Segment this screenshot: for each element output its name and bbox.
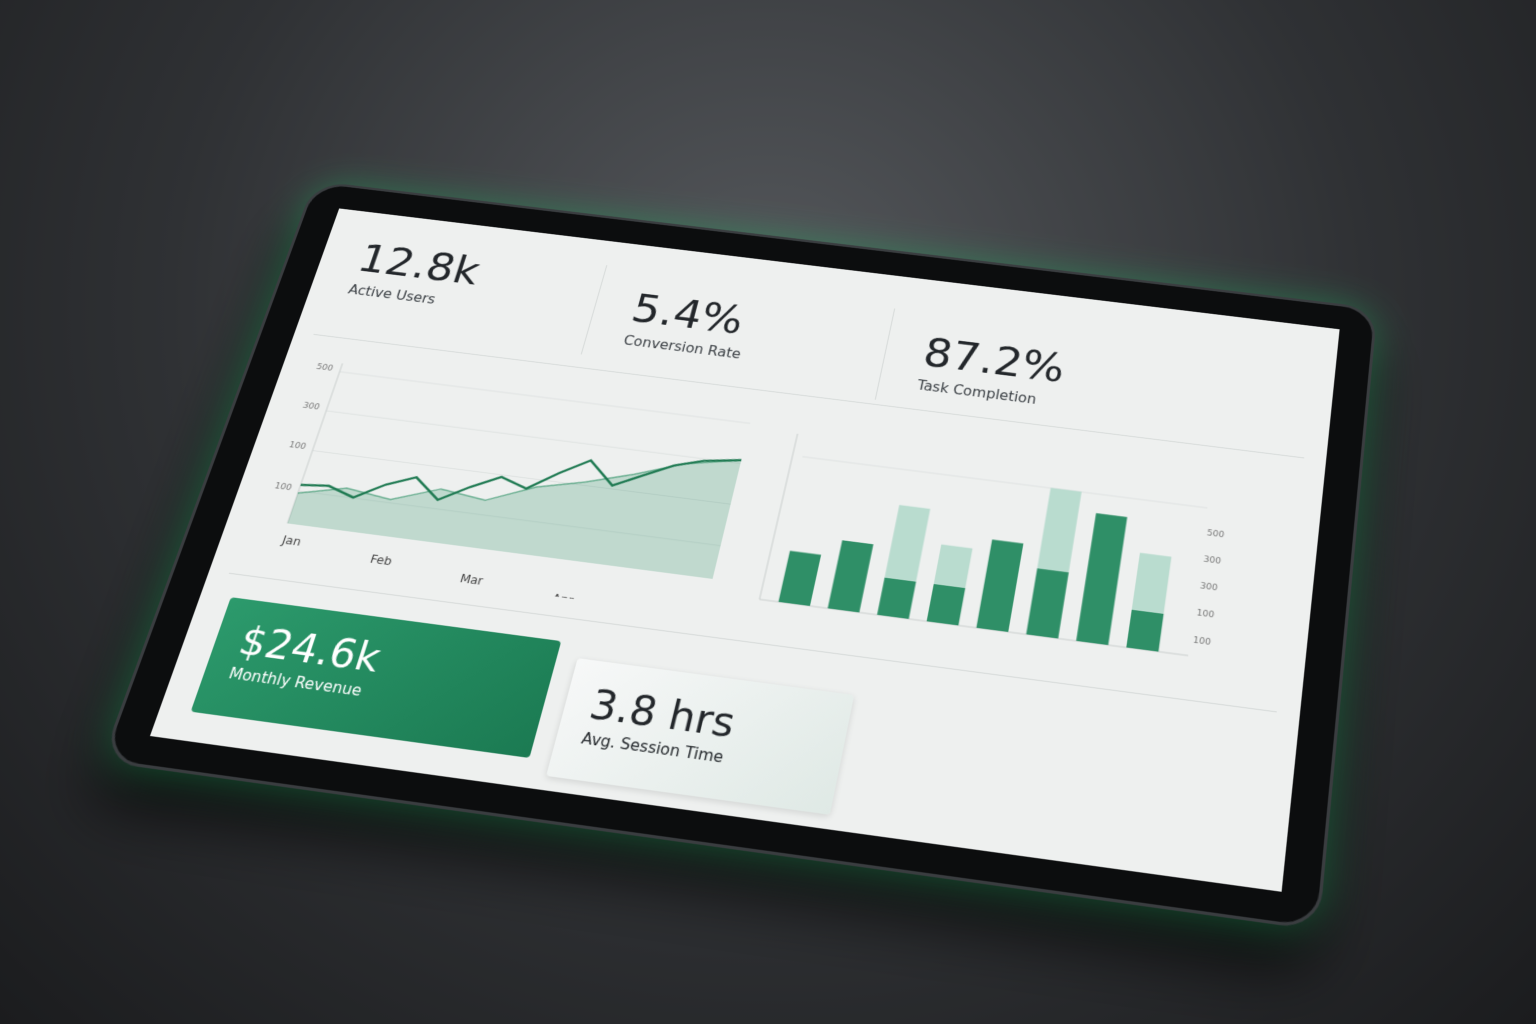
x-tick-label: Jan (279, 533, 303, 549)
x-tick-label: Apr (550, 591, 575, 607)
x-tick-label: Mar (458, 571, 485, 587)
bar-segment (1126, 610, 1163, 652)
bar-segment (927, 584, 966, 626)
bar-segment (885, 505, 931, 582)
y-axis-label: 500 (315, 363, 334, 374)
bar-segment (828, 540, 874, 612)
y-axis-label: 100 (1192, 636, 1211, 648)
bar-segment (877, 578, 916, 619)
tablet: 12.8k Active Users 5.4% Conversion Rate … (101, 181, 1378, 931)
y-axis-label: 300 (301, 402, 320, 413)
y-axis-label: 100 (273, 481, 293, 492)
grid-line (326, 411, 740, 464)
stage: 12.8k Active Users 5.4% Conversion Rate … (0, 0, 1536, 1024)
bar-segment (1026, 568, 1069, 638)
y-axis-label: 100 (287, 441, 307, 452)
bar-segment (1076, 513, 1127, 645)
revenue-card: $24.6k Monthly Revenue (191, 597, 562, 758)
kpi: 12.8k Active Users (334, 236, 644, 367)
dashboard-screen: 12.8k Active Users 5.4% Conversion Rate … (150, 208, 1340, 891)
axis-line (760, 599, 1189, 655)
session-card: 3.8 hrs Avg. Session Time (546, 658, 854, 815)
y-axis-label: 500 (1206, 529, 1224, 541)
y-axis-label: 100 (1196, 608, 1215, 620)
y-axis-label: 300 (1200, 582, 1219, 594)
bar-segment (1037, 488, 1081, 573)
bar-segment (934, 544, 973, 588)
bar-segment (778, 551, 821, 606)
page: 12.8k Active Users 5.4% Conversion Rate … (0, 0, 1536, 1024)
y-axis-label: 300 (1203, 555, 1222, 567)
x-tick-label: May (641, 611, 670, 618)
x-tick-label: Feb (369, 552, 394, 568)
bar-segment (976, 540, 1023, 632)
grid-line (802, 457, 1207, 508)
bar-segment (1132, 553, 1172, 614)
